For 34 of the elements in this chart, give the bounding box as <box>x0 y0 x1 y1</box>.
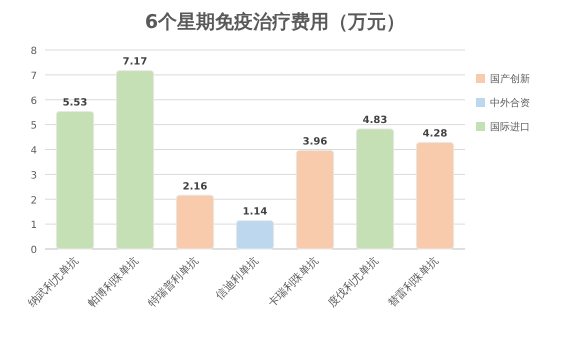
bar <box>236 220 274 250</box>
y-tick-label: 0 <box>30 245 37 256</box>
x-tick-label: 信迪利单抗 <box>213 254 262 302</box>
x-tick-label: 帕博利珠单抗 <box>85 254 142 310</box>
y-tick-label: 2 <box>30 195 37 206</box>
data-label: 5.53 <box>62 97 88 108</box>
data-label: 4.83 <box>362 114 388 126</box>
legend-label: 中外合资 <box>490 97 530 109</box>
y-tick-label: 8 <box>30 46 37 57</box>
x-tick-label: 纳武利尤单抗 <box>25 254 82 310</box>
bar <box>116 70 154 250</box>
y-tick-label: 5 <box>30 120 37 132</box>
bar <box>416 142 454 250</box>
x-tick-label: 替雷利珠单抗 <box>385 254 442 310</box>
x-tick-label: 特瑞普利单抗 <box>145 254 202 310</box>
bar <box>356 128 394 250</box>
y-tick-label: 6 <box>30 96 37 107</box>
x-tick-label: 卡瑞利珠单抗 <box>265 254 322 310</box>
bar <box>56 110 94 250</box>
y-tick-label: 7 <box>30 70 37 82</box>
legend-label: 国产创新 <box>490 73 530 85</box>
data-label: 3.96 <box>302 136 328 148</box>
legend-label: 国际进口 <box>490 121 530 133</box>
data-label: 1.14 <box>242 206 268 218</box>
y-tick-label: 4 <box>30 146 37 156</box>
bar <box>296 150 334 250</box>
chart-title: 6个星期免疫治疗费用（万元） <box>144 11 406 33</box>
data-label: 4.28 <box>422 128 448 140</box>
bar <box>176 194 214 250</box>
x-tick-label: 度伐利尤单抗 <box>325 254 382 310</box>
data-label: 2.16 <box>182 181 208 192</box>
data-label: 7.17 <box>122 56 148 68</box>
y-tick-label: 1 <box>30 220 37 232</box>
y-tick-label: 3 <box>30 170 37 182</box>
